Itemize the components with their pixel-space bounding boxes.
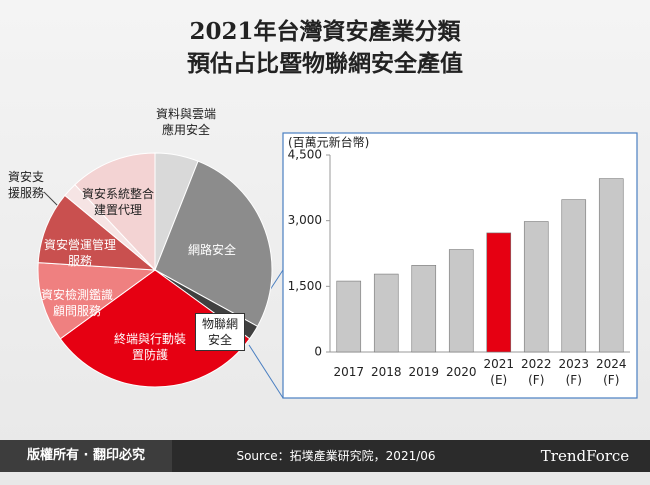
x-tick-label: 2019 xyxy=(408,365,440,379)
footer-left xyxy=(0,440,172,472)
slice-label: 資安支援服務 xyxy=(7,170,44,200)
y-tick-label: 4,500 xyxy=(288,148,322,162)
slice-label: 資料與雲端應用安全 xyxy=(155,107,216,137)
title-line: 預估占比暨物聯網安全產值 xyxy=(187,50,463,77)
x-tick-label: 2018 xyxy=(370,365,402,379)
pie-slice xyxy=(37,194,157,271)
y-tick-label: 0 xyxy=(314,345,322,359)
x-tick-label: 2024 (F) xyxy=(595,357,627,387)
x-tick-label: 2020 xyxy=(445,365,477,379)
logo: TrendForce xyxy=(540,447,630,465)
y-tick-label: 1,500 xyxy=(288,279,322,293)
bar xyxy=(373,273,399,353)
pie-slice xyxy=(59,269,251,388)
slice-label: 資安系統整合建置代理 xyxy=(81,187,154,217)
slice-label: 資安檢測鑑識顧問服務 xyxy=(40,288,113,318)
pie-slice xyxy=(37,262,157,340)
slice-label: 網路安全 xyxy=(187,243,236,257)
x-tick-label: 2023 (F) xyxy=(558,357,590,387)
bar xyxy=(561,199,587,353)
y-tick-label: 3,000 xyxy=(288,213,322,227)
axis-title: (百萬元新台幣) xyxy=(288,135,369,150)
rights: 版權所有 · 翻印必究 xyxy=(27,448,145,463)
source: Source：拓墣產業研究院，2021/06 xyxy=(236,449,436,463)
slice-label: 物聯網安全 xyxy=(195,313,245,351)
bar xyxy=(598,178,624,353)
x-tick-label: 2022 (F) xyxy=(520,357,552,387)
slice-label: 終端與行動裝置防護 xyxy=(113,332,186,362)
bar xyxy=(336,280,362,353)
bar xyxy=(523,221,549,353)
x-tick-label: 2021 (E) xyxy=(483,357,515,387)
x-tick-label: 2017 xyxy=(333,365,365,379)
connector xyxy=(248,344,284,399)
pie-slice xyxy=(74,152,156,272)
title-line: 2021年台灣資安產業分類 xyxy=(189,18,461,45)
bar xyxy=(411,265,437,353)
pie-slice xyxy=(154,160,273,328)
bar xyxy=(448,249,474,353)
slice-label: 資安營運管理服務 xyxy=(43,238,116,268)
bar xyxy=(486,232,512,353)
